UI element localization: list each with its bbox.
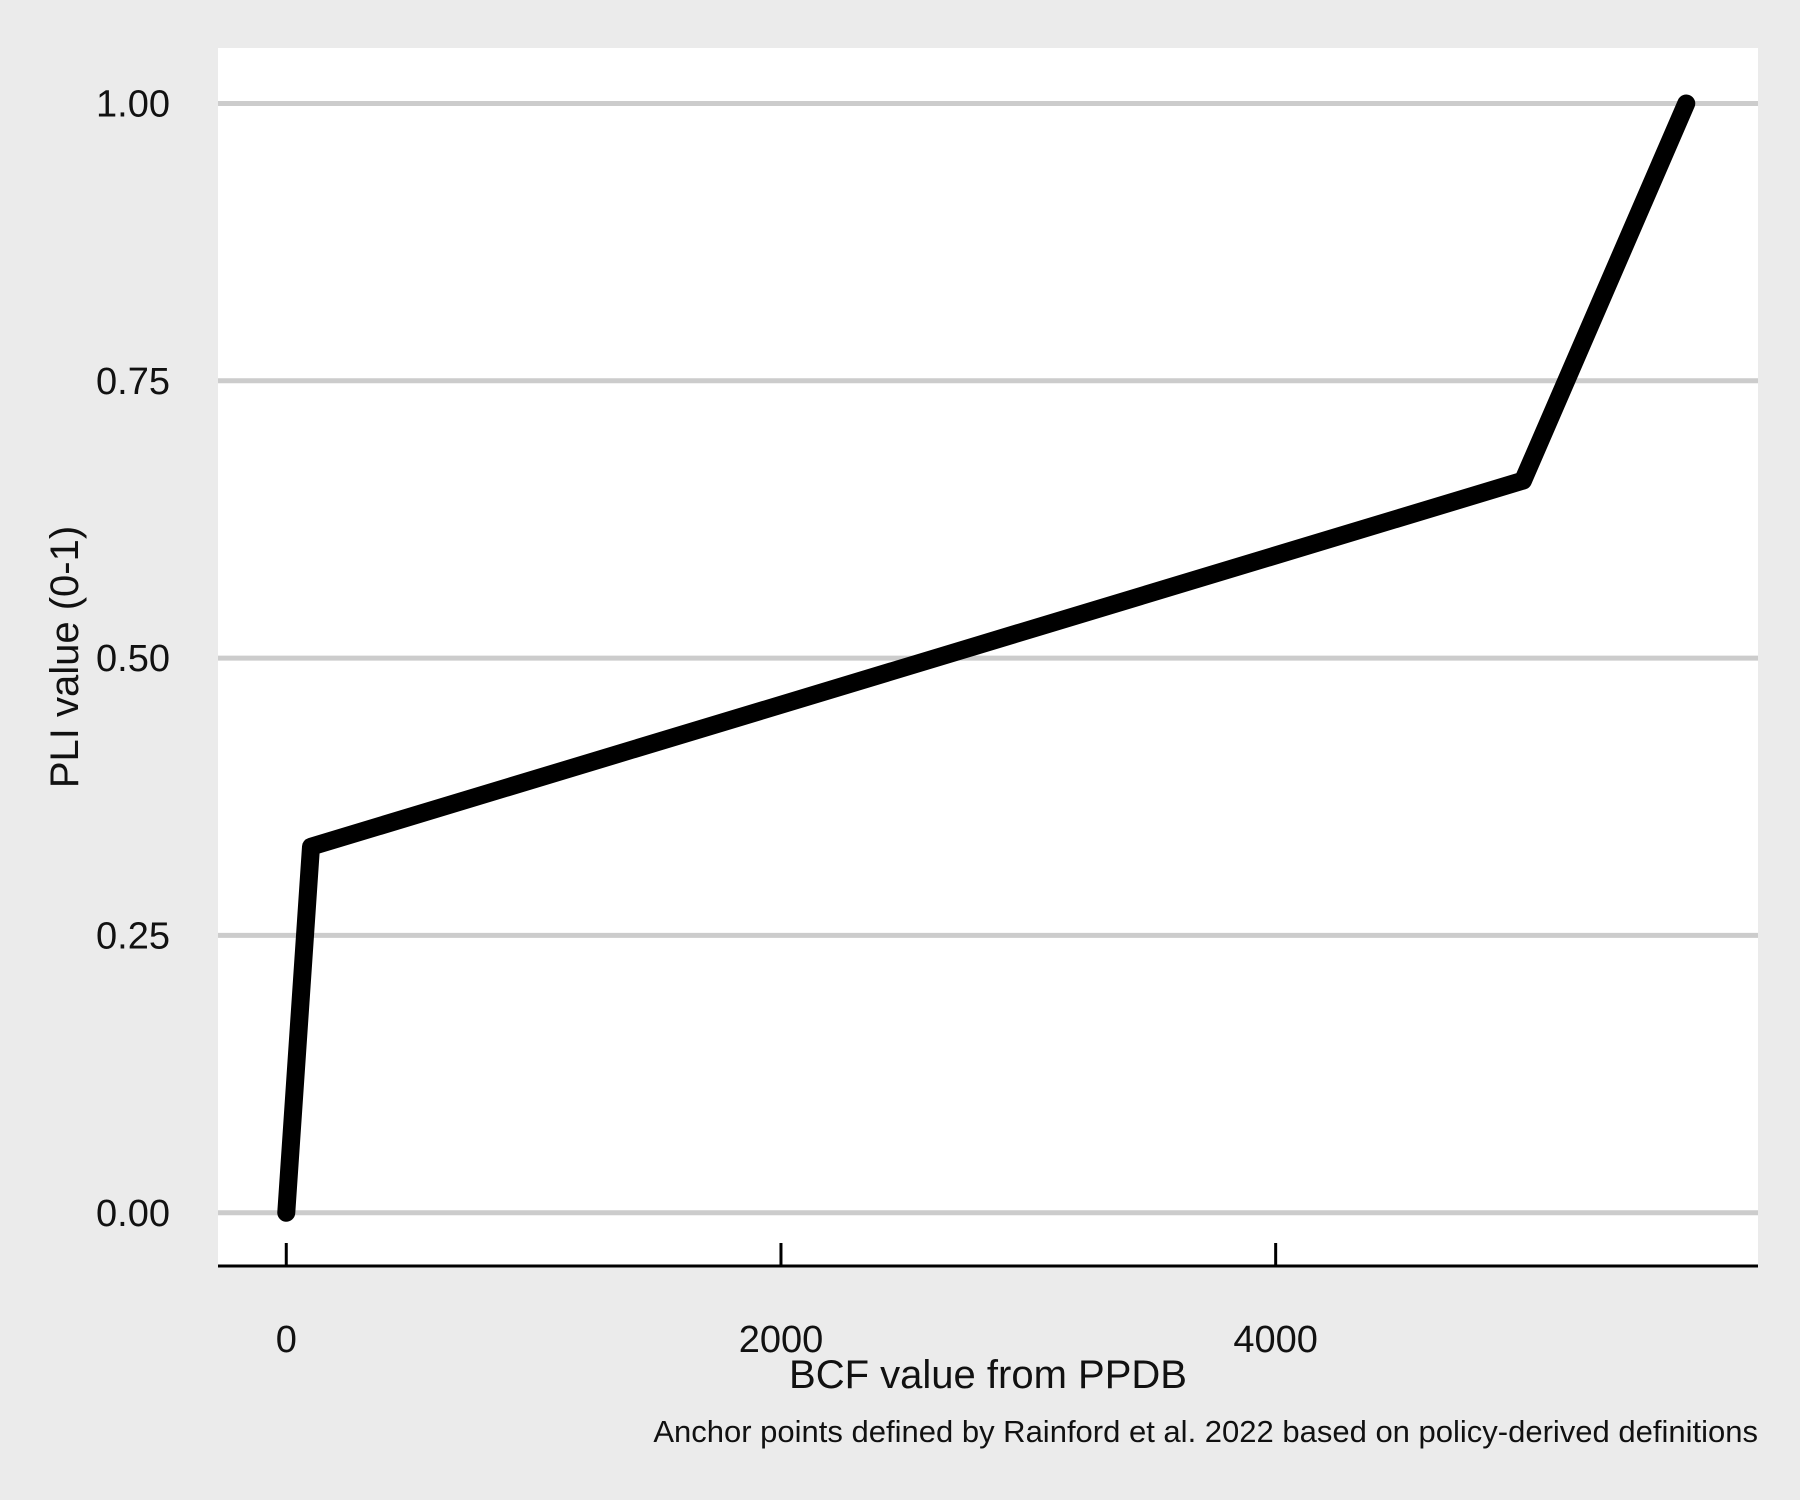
y-tick-label: 0.00 xyxy=(96,1193,170,1235)
y-tick-label: 1.00 xyxy=(96,83,170,125)
chart-caption: Anchor points defined by Rainford et al.… xyxy=(653,1414,1758,1449)
x-tick-label: 0 xyxy=(276,1319,297,1361)
y-tick-label: 0.25 xyxy=(96,915,170,957)
x-axis-title: BCF value from PPDB xyxy=(789,1353,1187,1397)
x-tick-label: 4000 xyxy=(1233,1319,1318,1361)
series-line xyxy=(277,94,1696,1222)
y-tick-label: 0.50 xyxy=(96,638,170,680)
x-tick-label: 2000 xyxy=(739,1319,824,1361)
y-tick-label: 0.75 xyxy=(96,361,170,403)
gridlines xyxy=(218,100,1758,1216)
y-axis-title: PLI value (0-1) xyxy=(43,526,87,788)
x-axis-ticks: 0 2000 4000 xyxy=(276,1243,1318,1361)
series-layer xyxy=(277,94,1696,1222)
y-axis-ticks: 0.00 0.25 0.50 0.75 1.00 xyxy=(96,83,170,1234)
